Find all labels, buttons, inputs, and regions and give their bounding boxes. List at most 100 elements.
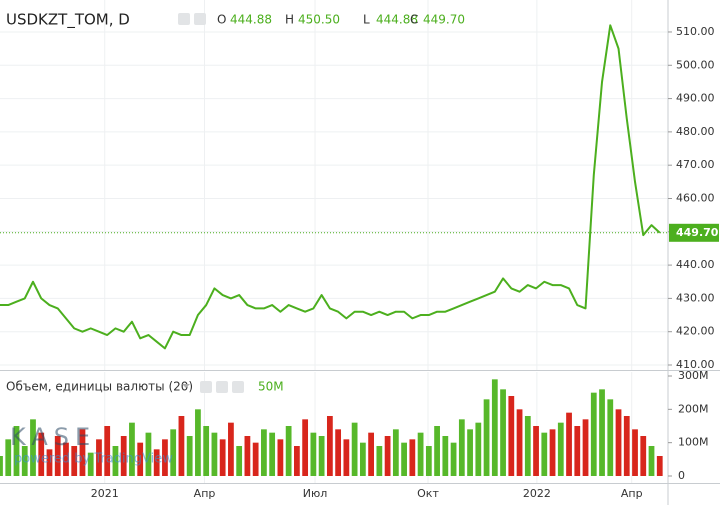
volume-bar (261, 429, 267, 476)
y-tick-label: 470.00 (676, 158, 715, 171)
volume-bar (623, 416, 630, 476)
volume-bar (384, 436, 391, 476)
volume-bar (252, 442, 259, 476)
x-tick-label: Апр (621, 487, 643, 500)
volume-bar (277, 439, 284, 476)
volume-bar (533, 426, 539, 476)
volume-bar (129, 422, 135, 476)
volume-bar (409, 439, 416, 476)
x-tick-label: 2021 (91, 487, 119, 500)
volume-bar (0, 456, 3, 476)
volume-bar (195, 409, 201, 476)
last-value-box (669, 223, 719, 242)
x-tick-label: 2022 (523, 487, 551, 500)
volume-bar (475, 422, 482, 476)
volume-bar (607, 399, 614, 476)
volume-bar (211, 432, 218, 476)
ohlc-name: L (363, 13, 370, 27)
marks (0, 24, 668, 476)
settings-icon[interactable] (178, 13, 190, 25)
y-tick-label: 480.00 (676, 125, 715, 138)
volume-bar (13, 426, 20, 476)
ohlc-name: O (217, 13, 226, 27)
volume-bar (582, 419, 589, 476)
volume-bar (228, 422, 234, 476)
y-tick-label: 440.00 (676, 258, 715, 271)
watermark: powered by TradingView (14, 452, 173, 467)
y-tick-label: 500.00 (676, 58, 715, 71)
volume-bar (343, 439, 350, 476)
ohlc-value: 449.70 (423, 13, 465, 27)
volume-bar (376, 446, 383, 476)
ohlc-value: 444.88 (376, 13, 418, 27)
volume-bar (541, 432, 548, 476)
volume-bar (104, 426, 111, 476)
last-value-label: 449.70 (676, 226, 719, 239)
volume-bar (574, 426, 581, 476)
volume-annotation: 50M (258, 380, 284, 394)
y-tick-label: 430.00 (676, 291, 715, 304)
volume-bar (351, 422, 358, 476)
volume-bar (54, 436, 61, 476)
volume-bar (491, 379, 498, 476)
volume-bar (632, 429, 638, 476)
volume-bar (425, 446, 432, 476)
volume-bar (368, 432, 374, 476)
volume-bar (549, 429, 556, 476)
volume-bar (120, 436, 127, 476)
y-tick-label: 200M (678, 402, 709, 415)
ohlc-name: H (285, 13, 294, 27)
ohlc-value: 444.88 (230, 13, 272, 27)
volume-bar (656, 456, 663, 476)
volume-title: Объем, единицы валюты (20) (6, 380, 193, 394)
volume-bar (500, 389, 506, 476)
volume-bar (244, 436, 251, 476)
volume-bar (294, 446, 300, 476)
volume-bar (21, 446, 28, 476)
volume-bar (458, 419, 465, 476)
volume-bar (269, 432, 276, 476)
volume-bar (401, 442, 407, 476)
ohlc-name: C (410, 13, 418, 27)
watermark: KASE (10, 423, 96, 451)
volume-bar (566, 412, 572, 476)
volume-bar (236, 446, 243, 476)
settings-icon[interactable] (232, 381, 244, 393)
labels: 2021 Апр Июл Окт 2022 Апр 410.00 420.00 430.00 44… (91, 13, 719, 500)
volume-bar (46, 449, 53, 476)
volume-bar (71, 446, 78, 476)
y-tick-label: 510.00 (676, 25, 715, 38)
volume-bar (203, 426, 210, 476)
volume-bar (137, 442, 144, 476)
volume-bar (96, 439, 102, 476)
y-tick-label: 0 (678, 469, 685, 482)
settings-icon[interactable] (216, 381, 228, 393)
volume-bar (615, 409, 622, 476)
volume-bar (219, 439, 226, 476)
settings-icon[interactable] (200, 381, 212, 393)
volume-bar (442, 436, 449, 476)
volume-bar (153, 449, 160, 476)
volume-bar (640, 436, 647, 476)
ohlc-value: 450.50 (298, 13, 340, 27)
chart-title: USDKZT_TOM, D (6, 11, 130, 30)
y-tick-label: 490.00 (676, 92, 715, 105)
volume-bar (162, 439, 168, 476)
volume-bar (302, 419, 309, 476)
x-tick-label: Окт (417, 487, 439, 500)
volume-bar (557, 422, 564, 476)
x-tick-label: Июл (303, 487, 328, 500)
volume-bar (483, 399, 490, 476)
dropdown-icon[interactable] (182, 384, 190, 388)
volume-bar (63, 442, 69, 476)
volume-bar (467, 429, 473, 476)
volume-bar (87, 452, 94, 476)
volume-bar (318, 436, 325, 476)
volume-bar (359, 442, 366, 476)
settings-icon[interactable] (194, 13, 206, 25)
volume-bar (310, 432, 317, 476)
volume-bar (5, 439, 12, 476)
volume-bar (38, 432, 45, 476)
price-line (0, 24, 661, 350)
volume-bar (434, 426, 440, 476)
